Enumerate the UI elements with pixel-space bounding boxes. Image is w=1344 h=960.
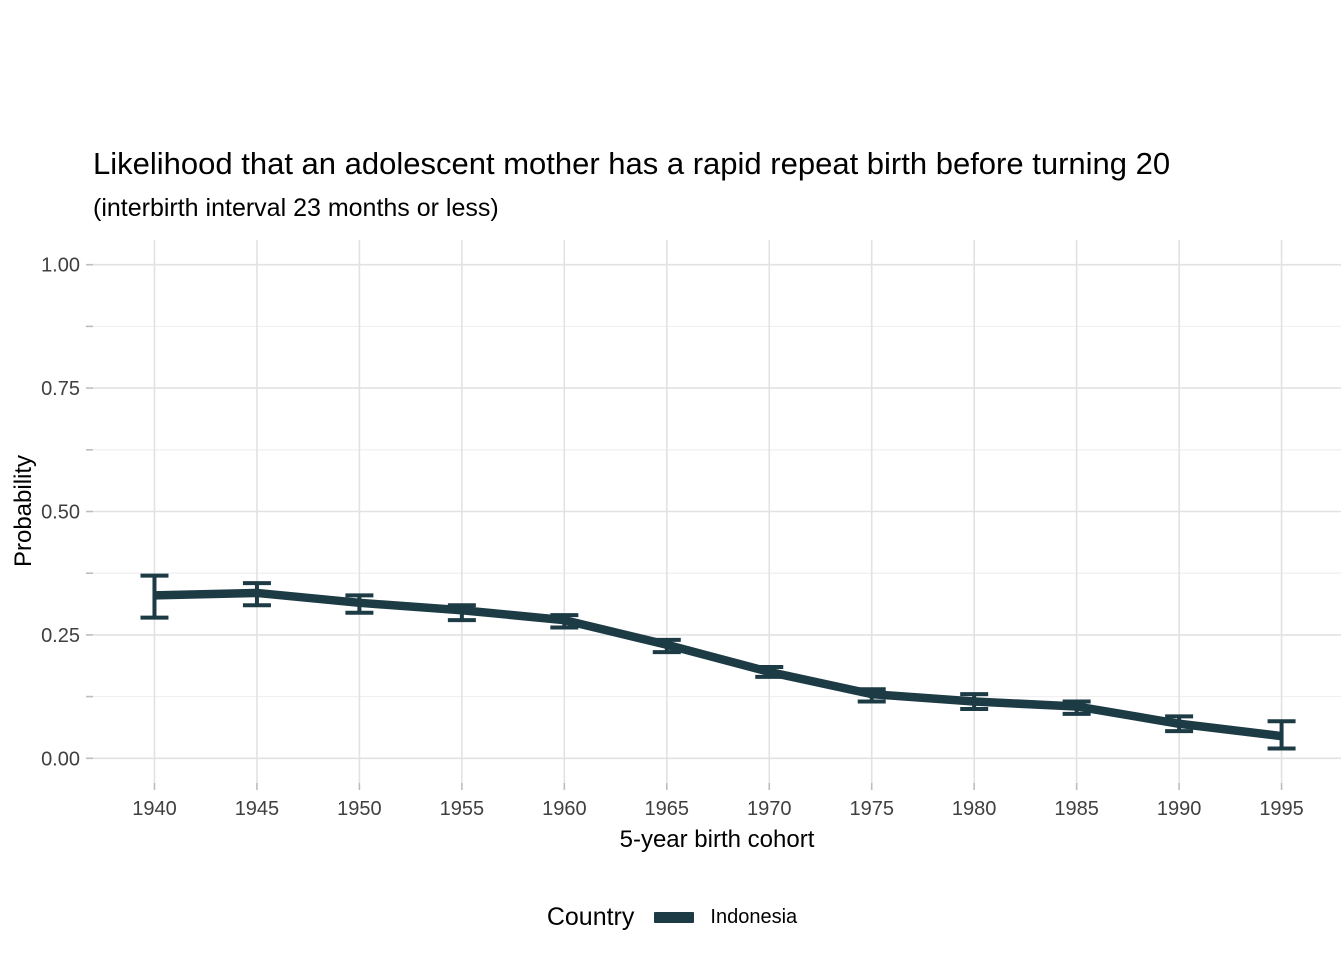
x-tick-label: 1985 xyxy=(1054,798,1099,820)
x-tick-label: 1990 xyxy=(1157,798,1202,820)
y-tick-label: 0.75 xyxy=(41,378,80,400)
y-tick-label: 0.25 xyxy=(41,625,80,647)
y-tick-labels: 0.00 0.25 0.50 0.75 1.00 xyxy=(41,255,80,771)
x-tick-label: 1950 xyxy=(337,798,382,820)
x-tick-label: 1960 xyxy=(542,798,587,820)
y-axis-title: Probability xyxy=(10,454,37,568)
x-tick-label: 1955 xyxy=(440,798,485,820)
gridlines xyxy=(93,240,1341,783)
x-tick-label: 1940 xyxy=(132,798,177,820)
legend-title: Country xyxy=(546,903,635,931)
x-tick-label: 1975 xyxy=(849,798,894,820)
x-tick-label: 1965 xyxy=(645,798,690,820)
x-tick-label: 1980 xyxy=(952,798,997,820)
indonesia-trend-line xyxy=(154,588,1283,741)
x-tick-label: 1945 xyxy=(235,798,280,820)
legend-line-swatch xyxy=(654,912,695,923)
x-tick-label: 1970 xyxy=(747,798,792,820)
chart-title: Likelihood that an adolescent mother has… xyxy=(93,146,1171,181)
y-tick-label: 0.50 xyxy=(41,502,80,524)
axis-ticks xyxy=(86,263,1283,790)
x-axis-title: 5-year birth cohort xyxy=(619,826,815,853)
x-tick-labels: 1940 1945 1950 1955 1960 1965 1970 1975 1980 1985… xyxy=(132,798,1304,820)
legend: Country Indonesia xyxy=(0,903,1344,932)
y-tick-label: 1.00 xyxy=(41,255,80,277)
x-tick-label: 1995 xyxy=(1259,798,1304,820)
legend-item-indonesia: Indonesia xyxy=(710,906,798,928)
y-tick-label: 0.00 xyxy=(41,748,80,770)
chart-subtitle: (interbirth interval 23 months or less) xyxy=(93,194,499,222)
